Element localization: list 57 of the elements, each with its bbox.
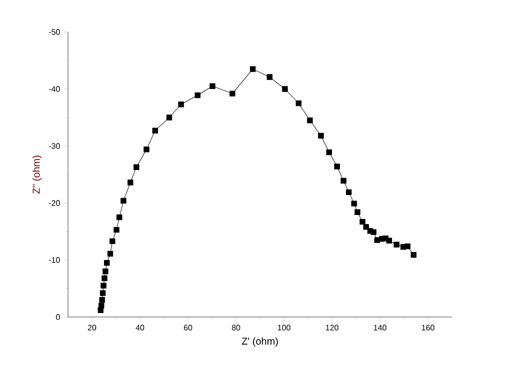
point [410, 252, 416, 258]
point [100, 290, 106, 296]
point [318, 132, 324, 139]
point [102, 268, 108, 274]
point [307, 118, 313, 124]
x-tick-label: 20 [88, 324, 96, 330]
point [102, 275, 108, 282]
x-tick-label: 160 [422, 324, 434, 330]
y-axis-title: Z'' (ohm) [32, 156, 42, 194]
point [152, 128, 158, 134]
point [282, 86, 288, 92]
point [354, 209, 360, 215]
point [296, 100, 302, 106]
y-tick-label: -40 [49, 86, 60, 92]
x-axis-title: Z' (ohm) [242, 337, 278, 347]
x-tick-label: 40 [136, 324, 144, 330]
point [114, 226, 120, 233]
point [107, 250, 114, 257]
x-tick-label: 60 [184, 324, 192, 330]
point [210, 83, 216, 89]
point [104, 260, 110, 266]
y-tick-label: -30 [49, 143, 60, 149]
y-tick-label: 0 [56, 314, 60, 320]
point [334, 164, 340, 170]
point [178, 102, 184, 108]
point [110, 238, 116, 244]
point [230, 90, 236, 96]
point [128, 180, 134, 186]
point [346, 189, 352, 196]
point [120, 198, 126, 204]
point [394, 242, 400, 248]
point [326, 149, 332, 156]
y-tick-label: -20 [49, 200, 60, 206]
point [194, 92, 200, 98]
x-tick-label: 80 [232, 324, 240, 330]
x-tick-label: 140 [374, 324, 386, 330]
point [351, 200, 357, 206]
point [374, 237, 380, 243]
point [266, 74, 272, 80]
point [360, 218, 366, 225]
point [363, 224, 369, 230]
x-tick-label: 100 [278, 324, 290, 330]
point [100, 282, 106, 288]
point [250, 66, 256, 72]
point [386, 238, 392, 244]
point [404, 243, 410, 250]
point [99, 297, 105, 303]
point [134, 164, 140, 170]
point [116, 214, 122, 220]
y-tick-label: -50 [49, 29, 60, 35]
point [370, 229, 376, 235]
point [98, 302, 104, 308]
x-tick-label: 120 [326, 324, 338, 330]
y-tick-label: -10 [49, 257, 60, 263]
point [144, 146, 150, 152]
point [166, 114, 172, 120]
point [340, 178, 346, 184]
